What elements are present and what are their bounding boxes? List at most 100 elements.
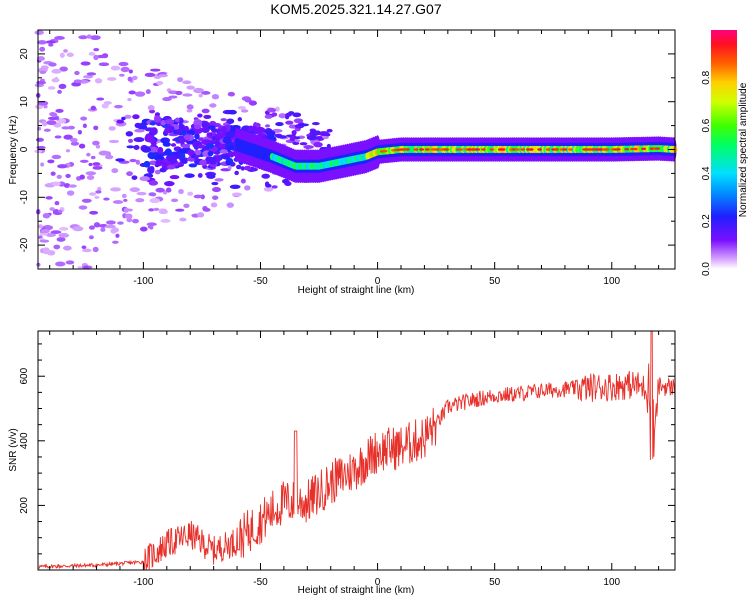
spectrogram-cell [193, 149, 202, 156]
spectrogram-cell [70, 137, 78, 143]
spectrogram-cell [147, 166, 155, 174]
spectrogram-cell [68, 184, 77, 188]
spectrogram-cell [147, 151, 158, 160]
spectrogram-cell [57, 164, 68, 169]
spectrogram-cell [266, 130, 276, 137]
spectrogram-cell [170, 159, 178, 164]
spectrogram-cell [169, 174, 180, 180]
spectrogram-cell [149, 197, 160, 204]
ridge-peak [554, 148, 559, 151]
spectrogram-cell [164, 181, 175, 187]
spectrogram-cell [282, 178, 290, 184]
spec-xtick-label: 100 [603, 276, 620, 287]
spectrogram-cell [156, 80, 164, 86]
spectrogram-cell [178, 123, 185, 130]
spectrogram-cell [263, 186, 274, 192]
spectrogram-cell [149, 225, 154, 230]
spectrogram-cell [92, 166, 103, 170]
snr-xtick-label: 0 [375, 577, 381, 588]
spectrogram-cell [265, 124, 271, 128]
spectrogram-cell [79, 174, 85, 180]
spectrogram-cell [65, 149, 70, 153]
ridge-peak [520, 148, 526, 151]
spectrogram-cell [154, 169, 161, 175]
spectrogram-cell [93, 222, 101, 228]
spectrogram-cell [289, 135, 296, 142]
spectrogram-cell [110, 187, 121, 192]
ridge-peak [568, 148, 573, 151]
spectrogram-cell [81, 245, 87, 250]
spectrogram-cell [123, 207, 129, 213]
spectrogram-cell [144, 137, 156, 143]
spec-ytick-label: 0 [19, 146, 30, 152]
ridge-peak [655, 147, 661, 150]
spectrogram-cell [206, 173, 216, 179]
snr-x-label: Height of straight line (km) [298, 585, 415, 596]
spectrogram-cell [255, 126, 266, 134]
spectrogram-cell [50, 112, 58, 117]
snr-series-line [37, 330, 676, 570]
spectrogram-cell [52, 208, 60, 215]
spectrogram-cell [93, 125, 99, 131]
snr-series [37, 330, 676, 570]
spectrogram-cell [148, 192, 157, 197]
spectrogram-x-label: Height of straight line (km) [298, 285, 415, 296]
spectrogram-cell [59, 66, 68, 72]
spectrogram-cell [285, 120, 294, 125]
spectrogram-cell [271, 185, 278, 189]
spectrogram-cell [45, 232, 57, 238]
spectrogram-cell [82, 123, 87, 129]
spectrogram-cell [51, 68, 62, 74]
colorbar-gradient [711, 30, 737, 269]
spec-ytick-label: -20 [19, 237, 30, 252]
snr-x-ticks: -100 -50 0 50 100 [49, 331, 660, 588]
spectrogram-cell [50, 230, 62, 234]
spectrogram-cell [116, 119, 125, 124]
spectrogram-cell [57, 89, 62, 94]
spectrogram-cell [105, 224, 116, 229]
spectrogram-cell [184, 134, 191, 141]
spectrogram-cell [103, 197, 110, 201]
spectrogram-cell [89, 35, 101, 41]
spectrogram-cell [155, 159, 163, 167]
spectrogram-cell [92, 162, 101, 166]
spectrogram-cell [215, 155, 222, 162]
spectrogram-cell [39, 70, 47, 75]
spectrogram-cell [197, 173, 203, 178]
spectrogram-cell [199, 159, 209, 166]
spectrogram-cell [51, 181, 61, 187]
spectrogram-cell [267, 107, 277, 113]
spectrogram-cell [48, 62, 57, 67]
spectrogram-cell [153, 115, 162, 123]
spectrogram-cell [211, 181, 219, 186]
spectrogram-cell [313, 141, 323, 148]
spectrogram-cell [93, 48, 100, 52]
spectrogram-cell [92, 246, 99, 253]
spec-ytick-label: 10 [19, 96, 30, 108]
spectrogram-cell [165, 187, 172, 193]
spectrogram-cell [55, 261, 66, 267]
spectrogram-cell [271, 112, 278, 117]
spectrogram-cell [119, 73, 125, 77]
spectrogram-cell [234, 170, 239, 176]
spectrogram-cell [293, 118, 304, 124]
spectrogram-cell [154, 112, 161, 117]
spectrogram-cell [311, 122, 320, 126]
spectrogram-cell [186, 104, 194, 110]
ridge-peak [475, 148, 481, 151]
spectrogram-cell [174, 151, 182, 158]
spectrogram-cell [110, 65, 121, 71]
ridge-peak [615, 148, 621, 151]
spectrogram-cell [112, 200, 124, 204]
spectrogram-cell [206, 132, 213, 137]
spectrogram-cell [149, 109, 156, 114]
spectrogram-cell [54, 76, 59, 82]
spectrogram-cell [231, 192, 242, 197]
spectrogram-cell [34, 30, 44, 35]
spectrogram-cell [108, 139, 120, 144]
spectrogram-cell [126, 145, 135, 149]
ridge-peak [481, 148, 486, 151]
spectrogram-cell [96, 54, 107, 59]
spectrogram-cell [201, 91, 211, 95]
spectrogram-cell [77, 129, 82, 135]
